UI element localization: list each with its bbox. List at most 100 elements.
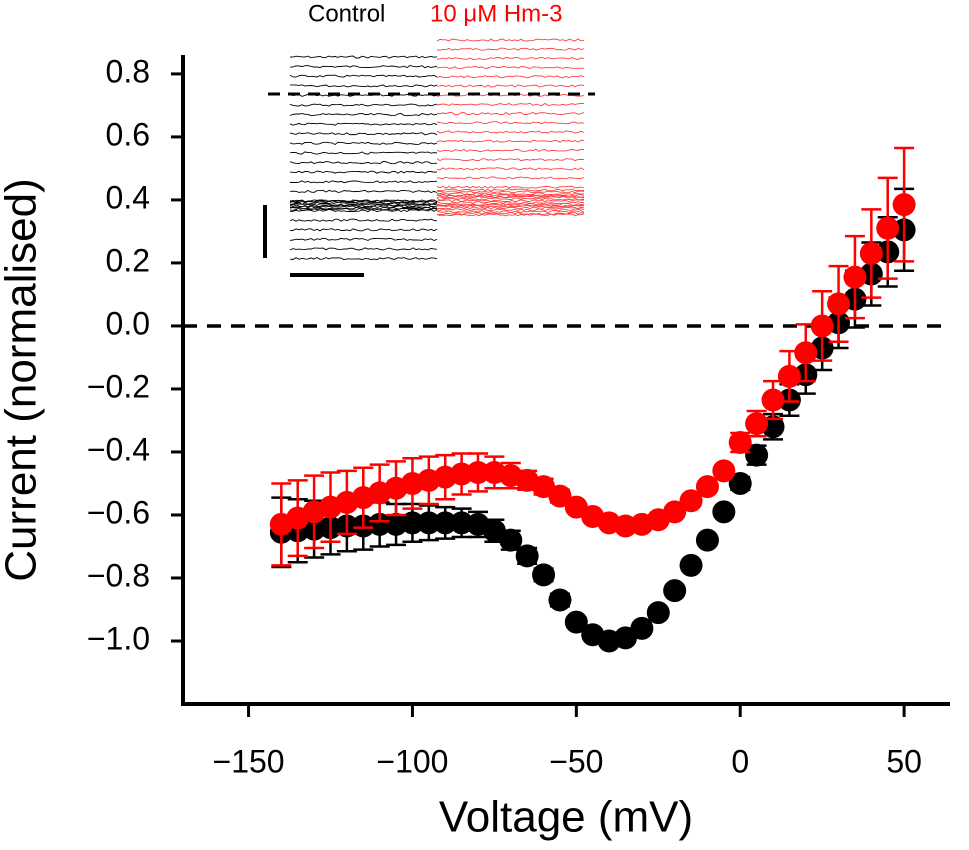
- marker: [515, 544, 539, 568]
- control-trace: [289, 141, 438, 146]
- hm3-trace: [436, 158, 585, 162]
- control-trace: [289, 200, 438, 204]
- marker: [679, 489, 703, 513]
- marker: [630, 616, 654, 640]
- marker: [695, 528, 719, 552]
- hm3-trace: [436, 213, 585, 217]
- control-trace: [289, 170, 438, 174]
- marker: [794, 341, 818, 365]
- hm3-trace: [436, 201, 584, 205]
- marker: [466, 460, 490, 484]
- hm3-trace: [436, 148, 585, 152]
- hm3-trace: [436, 193, 585, 197]
- y-tick-label: −1.0: [87, 620, 150, 656]
- control-trace: [289, 74, 438, 78]
- control-trace: [289, 199, 438, 203]
- marker: [892, 193, 916, 217]
- y-tick-label: −0.6: [87, 494, 150, 530]
- control-trace: [289, 113, 438, 117]
- marker: [810, 314, 834, 338]
- hm3-trace: [436, 84, 585, 88]
- control-trace: [289, 237, 438, 241]
- marker: [827, 292, 851, 316]
- hm3-trace: [436, 121, 585, 125]
- control-trace: [289, 256, 438, 261]
- control-trace: [289, 180, 438, 184]
- marker: [712, 459, 736, 483]
- y-tick-label: 0.0: [106, 305, 150, 341]
- inset-traces: [289, 38, 585, 261]
- series: [269, 146, 916, 567]
- control-trace: [289, 161, 437, 165]
- control-trace: [289, 151, 438, 155]
- marker: [876, 216, 900, 240]
- legend-label: 10 μM Hm-3: [430, 0, 563, 27]
- marker: [859, 241, 883, 265]
- marker: [728, 471, 752, 495]
- control-trace: [289, 228, 438, 232]
- hm3-trace: [436, 176, 585, 180]
- marker: [728, 431, 752, 455]
- marker: [499, 528, 523, 552]
- y-tick-label: 0.8: [106, 53, 150, 89]
- hm3-trace: [436, 112, 585, 116]
- hm3-trace: [436, 208, 585, 212]
- marker: [400, 511, 424, 535]
- hm3-trace: [436, 188, 585, 192]
- hm3-trace: [436, 47, 585, 51]
- marker: [695, 475, 719, 499]
- marker: [368, 512, 392, 536]
- marker: [843, 265, 867, 289]
- marker: [745, 443, 769, 467]
- control-trace: [289, 122, 438, 126]
- hm3-trace: [436, 211, 584, 215]
- hm3-trace: [436, 56, 585, 60]
- control-trace: [289, 55, 438, 59]
- hm3-trace: [436, 167, 585, 171]
- hm3-trace: [436, 204, 585, 208]
- x-axis-title: Voltage (mV): [439, 793, 693, 842]
- marker: [745, 412, 769, 436]
- hm3-trace: [436, 66, 585, 70]
- y-tick-label: −0.8: [87, 557, 150, 593]
- control-trace: [289, 132, 438, 136]
- y-tick-label: 0.2: [106, 242, 150, 278]
- y-axis-title: Current (normalised): [0, 178, 46, 581]
- x-tick-label: 50: [886, 743, 922, 779]
- control-trace: [289, 65, 438, 69]
- hm3-trace: [436, 139, 585, 143]
- hm3-trace: [436, 38, 585, 42]
- legend-label: Control: [308, 0, 385, 27]
- control-trace: [289, 207, 438, 211]
- x-tick-label: −50: [549, 743, 603, 779]
- x-tick-label: 0: [731, 743, 749, 779]
- control-trace: [289, 203, 438, 207]
- y-tick-label: −0.2: [87, 368, 150, 404]
- hm3-trace: [436, 202, 585, 206]
- control-trace: [290, 84, 438, 88]
- control-trace: [289, 103, 438, 107]
- control-trace: [289, 199, 438, 203]
- marker: [679, 553, 703, 577]
- control-trace: [289, 201, 438, 206]
- marker: [761, 388, 785, 412]
- hm3-trace: [436, 75, 585, 79]
- hm3-trace: [436, 197, 585, 201]
- marker: [646, 601, 670, 625]
- marker: [777, 364, 801, 388]
- marker: [712, 500, 736, 524]
- marker: [564, 610, 588, 634]
- y-tick-label: 0.4: [106, 179, 150, 215]
- marker: [663, 579, 687, 603]
- marker: [548, 588, 572, 612]
- y-tick-label: 0.6: [106, 116, 150, 152]
- hm3-trace: [436, 190, 585, 194]
- marker: [532, 563, 556, 587]
- y-tick-label: −0.4: [87, 431, 150, 467]
- hm3-trace: [436, 192, 585, 196]
- control-trace: [289, 189, 438, 193]
- hm3-trace: [436, 102, 585, 106]
- hm3-trace: [436, 195, 585, 199]
- marker: [663, 500, 687, 524]
